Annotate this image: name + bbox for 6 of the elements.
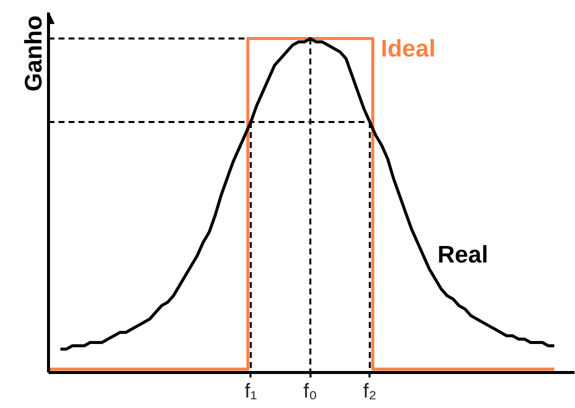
series-label: Ideal [380, 36, 436, 63]
x-tick-label: f₀ [303, 380, 318, 402]
x-tick-label: f₂ [363, 380, 376, 402]
x-tick-label: f₁ [244, 380, 258, 402]
y-axis-title: Ganho [20, 15, 48, 92]
series-label: Real [437, 241, 488, 268]
